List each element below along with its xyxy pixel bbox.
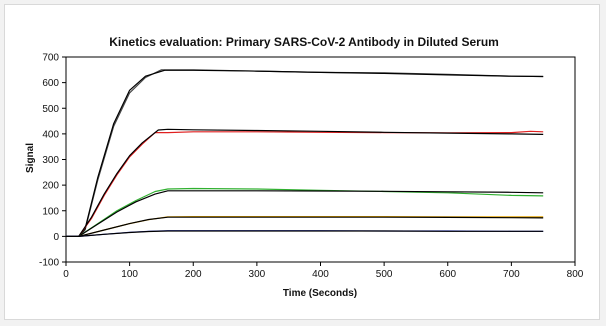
x-tick-label: 700 xyxy=(503,269,520,280)
x-tick-label: 500 xyxy=(376,269,393,280)
series-layer xyxy=(66,69,544,237)
y-tick-label: 300 xyxy=(42,155,59,166)
chart-title: Kinetics evaluation: Primary SARS-CoV-2 … xyxy=(109,35,499,49)
x-tick-label: 300 xyxy=(249,269,266,280)
x-tick-label: 100 xyxy=(121,269,138,280)
y-tick-label: 600 xyxy=(42,78,59,89)
x-tick-label: 400 xyxy=(312,269,329,280)
plot-border xyxy=(65,56,576,263)
y-tick-label: 100 xyxy=(42,206,59,217)
series-line-10 xyxy=(66,230,544,237)
series-line-6 xyxy=(66,190,544,237)
series-line-4 xyxy=(66,128,544,237)
y-tick-label: 400 xyxy=(42,129,59,140)
series-line-8 xyxy=(66,216,544,237)
y-tick-label: -100 xyxy=(39,258,59,269)
x-tick-label: 800 xyxy=(567,269,584,280)
x-tick-label: 0 xyxy=(63,269,69,280)
x-tick-label: 200 xyxy=(185,269,202,280)
x-axis-label: Time (Seconds) xyxy=(283,288,357,299)
plot-area xyxy=(65,56,576,263)
y-tick-label: 700 xyxy=(42,53,59,64)
y-tick-label: 500 xyxy=(42,104,59,115)
y-axis: -100 0 100 200 300 400 500 600 700 xyxy=(39,53,66,269)
series-line-2 xyxy=(66,69,544,237)
x-tick-label: 600 xyxy=(439,269,456,280)
y-axis-label: Signal xyxy=(25,143,36,173)
y-tick-label: 200 xyxy=(42,181,59,192)
series-line-3 xyxy=(66,130,544,237)
y-tick-label: 0 xyxy=(53,232,59,243)
x-axis: 0 100 200 300 400 500 600 700 800 xyxy=(63,262,584,280)
